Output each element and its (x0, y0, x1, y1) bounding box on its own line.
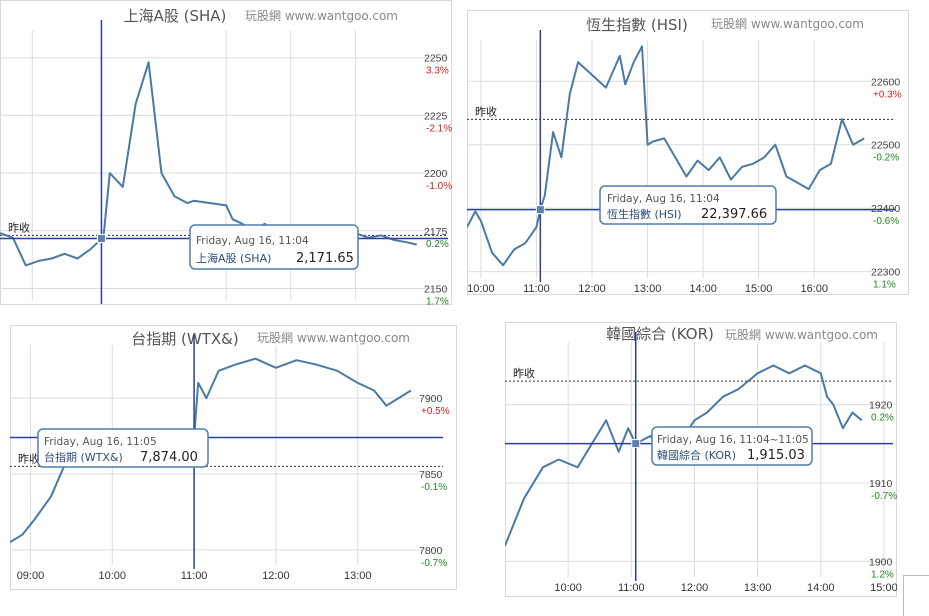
watermark: 玩股網 www.wantgoo.com (711, 17, 864, 31)
chart-sha: 上海A股 (SHA) 玩股網 www.wantgoo.com 昨收 2250 22… (0, 0, 452, 305)
y-tick-label: 7800 (419, 545, 443, 557)
x-tick-label: 11:00 (618, 582, 645, 594)
x-tick-label: 15:00 (745, 283, 773, 295)
pct-tick-label: -2.1% (426, 123, 452, 134)
x-tick-label: 12:00 (578, 283, 606, 295)
tooltip-name: 韓國綜合 (KOR) (657, 448, 736, 462)
tooltip-name: 恆生指數 (HSI) (607, 207, 682, 221)
x-tick-label: 12:00 (262, 570, 290, 582)
series-line (467, 45, 865, 267)
tooltip: Friday, Aug 16, 11:04 上海A股 (SHA) 2,171.6… (189, 224, 359, 270)
y-tick-label: 2250 (424, 53, 448, 65)
y-tick-label: 7900 (419, 393, 443, 405)
x-tick-label: 11:00 (181, 570, 208, 582)
x-tick-label: 16:00 (800, 283, 828, 295)
y-tick-label: 2200 (424, 168, 448, 180)
x-tick-label: 11:00 (523, 283, 550, 295)
pct-tick-label: -1.0% (426, 181, 452, 192)
tooltip-name: 上海A股 (SHA) (196, 251, 271, 265)
tooltip-value: 22,397.66 (701, 207, 767, 222)
prev-close-label: 昨收 (513, 366, 535, 380)
tooltip-time: Friday, Aug 16, 11:05 (44, 436, 157, 448)
y-tick-label: 22300 (871, 267, 900, 279)
tooltip-value: 7,874.00 (140, 450, 198, 465)
pct-tick-label: 3.3% (426, 66, 449, 77)
y-tick-label: 1910 (869, 478, 893, 490)
x-tick-label: 12:00 (681, 582, 709, 594)
x-tick-label: 14:00 (689, 283, 717, 295)
watermark: 玩股網 www.wantgoo.com (245, 9, 398, 23)
chart-hsi: 恆生指數 (HSI) 玩股網 www.wantgoo.com 昨收 22600 2… (467, 10, 909, 295)
tooltip-name: 台指期 (WTX&) (44, 450, 123, 464)
chart-kor: 韓國綜合 (KOR) 玩股網 www.wantgoo.com 昨收 1920 19… (505, 322, 897, 597)
chart-panel-twii: 台指期 (WTX&) 玩股網 www.wantgoo.com 昨收 7900 78… (10, 325, 457, 590)
pct-tick-label: -0.1% (421, 482, 447, 493)
corner-frame (903, 575, 929, 616)
pct-tick-label: 1.2% (871, 569, 894, 580)
crosshair-marker (631, 439, 641, 449)
prev-close-label: 昨收 (475, 104, 497, 118)
x-tick-label: 10:00 (554, 582, 582, 594)
pct-tick-label: 1.7% (426, 296, 449, 305)
tooltip-time: Friday, Aug 16, 11:04 (607, 193, 720, 205)
chart-panel-hsi: 恆生指數 (HSI) 玩股網 www.wantgoo.com 昨收 22600 2… (467, 10, 909, 295)
prev-close-label: 昨收 (8, 220, 30, 234)
x-tick-label: 13:00 (634, 283, 662, 295)
pct-tick-label: -0.2% (873, 153, 899, 164)
x-tick-label: 09:00 (17, 570, 45, 582)
tooltip-value: 2,171.65 (296, 251, 354, 266)
chart-twii: 台指期 (WTX&) 玩股網 www.wantgoo.com 昨收 7900 78… (10, 325, 457, 590)
chart-title: 恆生指數 (HSI) (586, 16, 688, 34)
watermark: 玩股網 www.wantgoo.com (257, 331, 410, 345)
tooltip-time: Friday, Aug 16, 11:04 (196, 235, 309, 247)
tooltip-value: 1,915.03 (747, 448, 805, 463)
crosshair-marker (535, 205, 545, 215)
pct-tick-label: -0.7% (421, 558, 447, 569)
chart-title: 韓國綜合 (KOR) (606, 325, 714, 343)
chart-panel-sha: 上海A股 (SHA) 玩股網 www.wantgoo.com 昨收 2250 22… (0, 0, 452, 305)
tooltip: Friday, Aug 16, 11:04 恆生指數 (HSI) 22,397.… (599, 185, 777, 225)
y-tick-label: 2175 (424, 226, 448, 238)
tooltip-time: Friday, Aug 16, 11:04~11:05 (657, 434, 809, 446)
chart-title: 台指期 (WTX&) (131, 330, 238, 348)
y-tick-label: 22600 (871, 76, 900, 88)
prev-close-label: 昨收 (18, 451, 40, 465)
chart-panel-kor: 韓國綜合 (KOR) 玩股網 www.wantgoo.com 昨收 1920 19… (505, 322, 897, 597)
watermark: 玩股網 www.wantgoo.com (725, 328, 878, 342)
pct-tick-label: 0.2% (871, 413, 894, 424)
crosshair-marker (96, 234, 106, 243)
y-tick-label: 1920 (869, 400, 893, 412)
pct-tick-label: 1.1% (873, 280, 896, 291)
y-tick-label: 2150 (424, 283, 448, 295)
pct-tick-label: +0.3% (873, 89, 902, 100)
x-tick-label: 14:00 (807, 582, 835, 594)
x-tick-label: 13:00 (744, 582, 772, 594)
y-tick-label: 2225 (424, 110, 448, 122)
chart-title: 上海A股 (SHA) (124, 7, 227, 25)
y-tick-label: 7850 (419, 469, 443, 481)
y-tick-label: 1900 (869, 556, 893, 568)
y-tick-label: 22500 (871, 140, 900, 152)
pct-tick-label: -0.6% (873, 216, 899, 227)
tooltip: Friday, Aug 16, 11:04~11:05 韓國綜合 (KOR) 1… (651, 426, 813, 466)
x-tick-label: 15:00 (870, 582, 897, 594)
pct-tick-label: 0.2% (426, 239, 449, 250)
tooltip: Friday, Aug 16, 11:05 台指期 (WTX&) 7,874.0… (37, 428, 209, 468)
pct-tick-label: +0.5% (421, 406, 450, 417)
x-tick-label: 10:00 (99, 570, 127, 582)
x-tick-label: 13:00 (344, 570, 372, 582)
series-line (505, 364, 863, 547)
x-tick-label: 10:00 (467, 283, 495, 295)
pct-tick-label: -0.7% (871, 491, 897, 502)
